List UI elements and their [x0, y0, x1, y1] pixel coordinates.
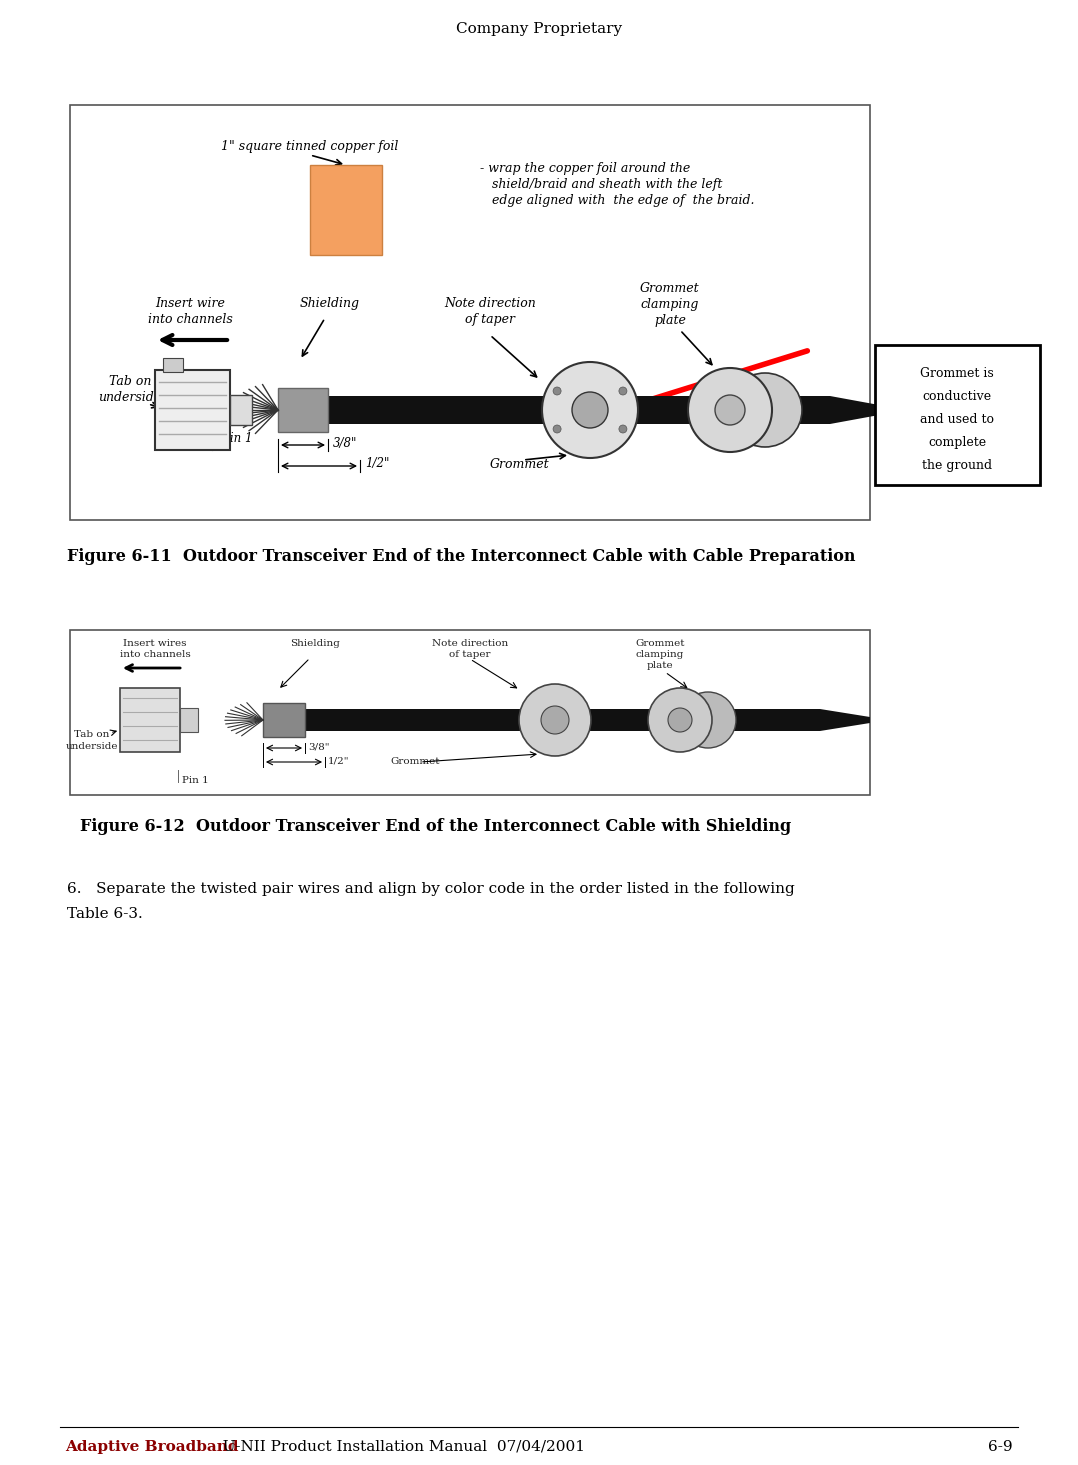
- Text: Adaptive Broadband: Adaptive Broadband: [65, 1440, 238, 1453]
- Text: Insert wire: Insert wire: [155, 297, 225, 311]
- Circle shape: [728, 374, 802, 447]
- Text: Note direction: Note direction: [432, 639, 508, 648]
- Text: Pin 1: Pin 1: [182, 776, 209, 785]
- Bar: [263, 703, 305, 737]
- Circle shape: [519, 684, 591, 756]
- Text: Grommet: Grommet: [490, 459, 550, 472]
- Text: 1" square tinned copper foil: 1" square tinned copper foil: [221, 141, 399, 152]
- Text: Figure 6-12  Outdoor Transceiver End of the Interconnect Cable with Shielding: Figure 6-12 Outdoor Transceiver End of t…: [80, 817, 791, 835]
- Circle shape: [542, 362, 638, 459]
- Text: conductive: conductive: [923, 390, 992, 403]
- Text: 1/2": 1/2": [365, 457, 389, 470]
- Text: underside: underside: [98, 391, 162, 404]
- Circle shape: [541, 706, 569, 734]
- Circle shape: [553, 425, 561, 434]
- Circle shape: [648, 689, 711, 752]
- Bar: [163, 357, 183, 372]
- Text: Tab on: Tab on: [109, 375, 151, 388]
- Text: Shielding: Shielding: [290, 639, 340, 648]
- Bar: [180, 708, 198, 732]
- Text: Tab on: Tab on: [74, 730, 110, 738]
- Circle shape: [553, 387, 561, 396]
- Text: edge aligned with  the edge of  the braid.: edge aligned with the edge of the braid.: [492, 193, 755, 207]
- Text: clamping: clamping: [640, 297, 700, 311]
- Bar: [155, 371, 230, 450]
- Polygon shape: [830, 396, 890, 423]
- Text: Figure 6-11  Outdoor Transceiver End of the Interconnect Cable with Cable Prepar: Figure 6-11 Outdoor Transceiver End of t…: [67, 548, 856, 565]
- Text: 3/8": 3/8": [333, 437, 358, 450]
- Bar: [70, 105, 870, 520]
- Bar: [230, 396, 252, 425]
- Bar: [310, 166, 382, 255]
- Text: - wrap the copper foil around the: - wrap the copper foil around the: [480, 163, 690, 174]
- Text: plate: plate: [647, 661, 674, 670]
- Circle shape: [688, 368, 772, 453]
- Text: Company Proprietary: Company Proprietary: [456, 22, 622, 37]
- Text: Insert wires: Insert wires: [123, 639, 186, 648]
- Text: plate: plate: [654, 314, 686, 327]
- Polygon shape: [820, 709, 870, 731]
- Text: clamping: clamping: [636, 650, 685, 659]
- Bar: [120, 689, 180, 752]
- Text: Grommet: Grommet: [635, 639, 685, 648]
- Text: 3/8": 3/8": [308, 743, 330, 752]
- Text: 6-9: 6-9: [989, 1440, 1013, 1453]
- Text: Grommet: Grommet: [390, 757, 440, 766]
- Text: of taper: of taper: [450, 650, 490, 659]
- Text: Pin 1: Pin 1: [222, 432, 252, 445]
- Text: Grommet is: Grommet is: [921, 368, 994, 379]
- Circle shape: [619, 387, 627, 396]
- Text: Shielding: Shielding: [300, 297, 360, 311]
- Bar: [875, 344, 1040, 485]
- Text: Note direction: Note direction: [444, 297, 536, 311]
- Text: Grommet: Grommet: [640, 281, 700, 294]
- Text: complete: complete: [928, 437, 986, 448]
- Text: 6.   Separate the twisted pair wires and align by color code in the order listed: 6. Separate the twisted pair wires and a…: [67, 882, 794, 921]
- Text: underside: underside: [66, 741, 119, 752]
- Text: into channels: into channels: [120, 650, 191, 659]
- Bar: [70, 630, 870, 795]
- Text: U-NII Product Installation Manual  07/04/2001: U-NII Product Installation Manual 07/04/…: [213, 1440, 585, 1453]
- Circle shape: [572, 393, 608, 428]
- Circle shape: [619, 425, 627, 434]
- Text: the ground: the ground: [922, 459, 992, 472]
- Bar: [278, 388, 328, 432]
- Text: shield/braid and sheath with the left: shield/braid and sheath with the left: [492, 179, 722, 190]
- Bar: [280, 396, 830, 423]
- Circle shape: [715, 396, 745, 425]
- Text: of taper: of taper: [465, 314, 515, 327]
- Text: and used to: and used to: [920, 413, 994, 426]
- Text: 1/2": 1/2": [328, 756, 349, 766]
- Bar: [265, 709, 820, 731]
- Circle shape: [668, 708, 692, 732]
- Circle shape: [680, 691, 736, 749]
- Text: into channels: into channels: [148, 314, 233, 327]
